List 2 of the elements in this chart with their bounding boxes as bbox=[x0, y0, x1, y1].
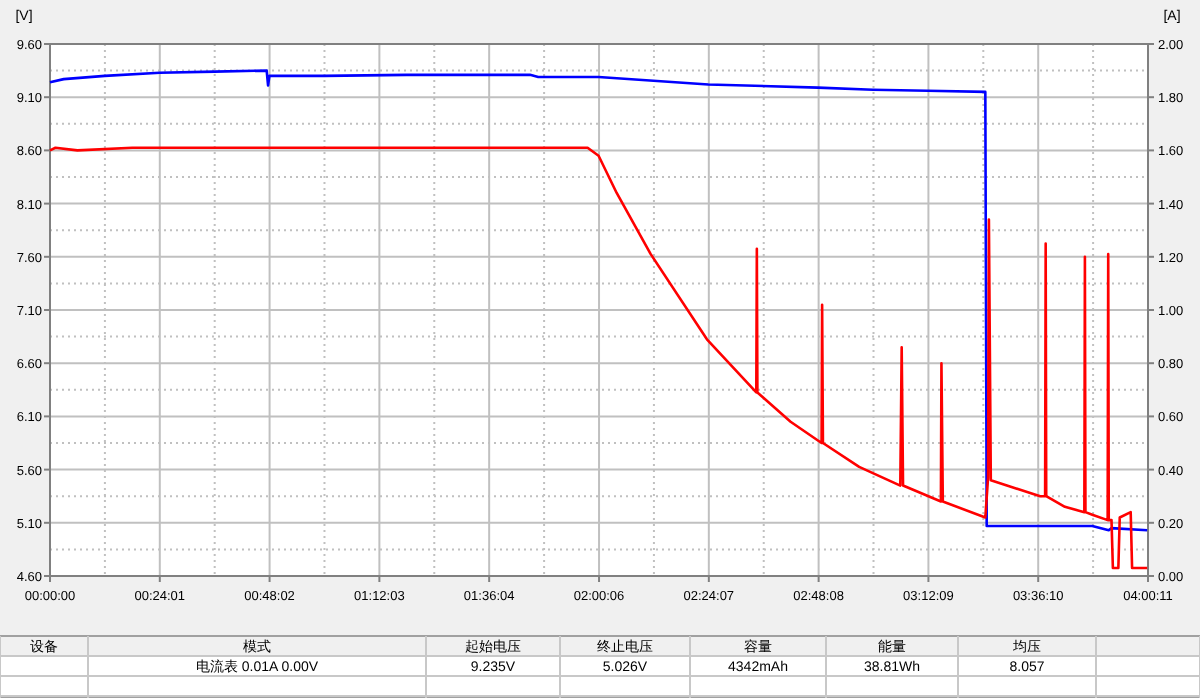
line-series bbox=[48, 146, 1149, 570]
line-series bbox=[48, 69, 1149, 532]
